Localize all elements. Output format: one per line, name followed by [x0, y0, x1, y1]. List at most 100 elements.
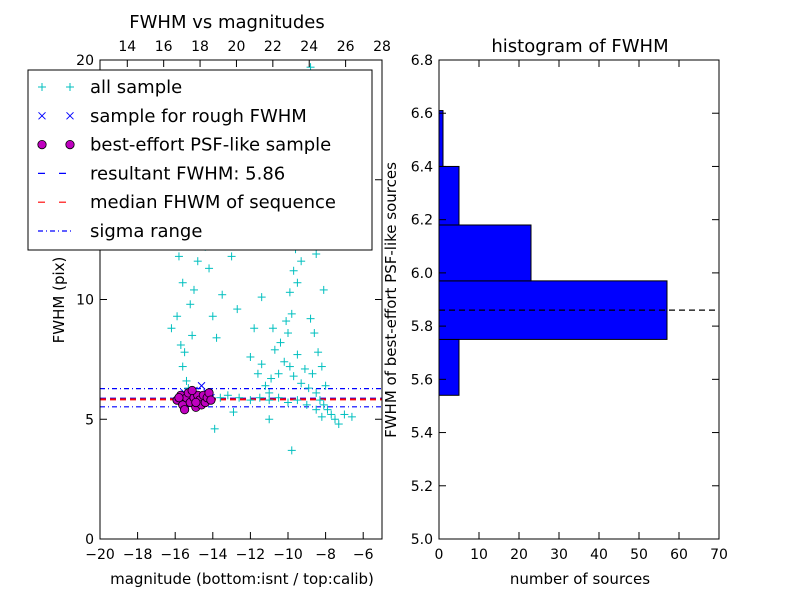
x-tick-label-7: −6 — [353, 547, 374, 563]
legend-label-2: best-effort PSF-like sample — [90, 135, 331, 156]
point-s0-94 — [302, 400, 311, 409]
reference-lines — [100, 387, 382, 408]
point-s0-64 — [300, 364, 309, 373]
point-s0-65 — [304, 384, 313, 393]
point-s0-24 — [233, 305, 242, 314]
point-s0-107 — [178, 278, 187, 287]
legend-label-5: sigma range — [90, 221, 202, 242]
y-tick-label-0: 0 — [85, 532, 94, 548]
point-s0-86 — [223, 391, 232, 400]
legend-entry-4: median FHWM of sequence — [38, 192, 336, 213]
hist-y-tick-label-0: 5.0 — [411, 532, 433, 548]
point-s0-83 — [265, 415, 274, 424]
x-tick-label-3: −14 — [198, 547, 228, 563]
top-x-tick-label-5: 24 — [300, 39, 318, 55]
legend-entry-1: sample for rough FWHM — [38, 106, 307, 127]
point-s0-46 — [297, 257, 306, 266]
point-s0-63 — [297, 379, 306, 388]
point-s0-85 — [216, 393, 225, 402]
point-s0-96 — [210, 424, 219, 433]
point-s0-73 — [334, 420, 343, 429]
point-s0-5 — [182, 376, 191, 385]
hist-x-tick-label-7: 70 — [710, 547, 728, 563]
point-s0-9 — [190, 285, 198, 294]
point-s0-37 — [280, 357, 289, 366]
scatter-title: FWHM vs magnitudes — [129, 12, 324, 33]
hist-y-tick-label-3: 5.6 — [411, 372, 433, 388]
point-s0-103 — [257, 293, 266, 302]
point-s0-29 — [253, 369, 262, 378]
histogram-bar-0 — [439, 338, 460, 396]
legend-label-3: resultant FWHM: 5.86 — [90, 163, 285, 184]
point-s0-28 — [250, 324, 259, 333]
point-s0-76 — [314, 348, 323, 357]
top-x-tick-label-4: 22 — [264, 39, 282, 55]
point-s0-10 — [174, 252, 183, 261]
legend-label-4: median FHWM of sequence — [90, 192, 336, 213]
legend-entry-3: resultant FWHM: 5.86 — [38, 163, 285, 184]
point-s0-80 — [340, 410, 349, 419]
top-x-tick-label-2: 18 — [191, 39, 209, 55]
top-x-tick-label-3: 20 — [228, 39, 246, 55]
hist-x-tick-label-1: 10 — [470, 547, 488, 563]
point-s0-104 — [268, 324, 277, 333]
point-s0-69 — [319, 400, 328, 409]
point-s0-38 — [282, 317, 291, 326]
x-tick-label-1: −18 — [123, 547, 153, 563]
hist-y-tick-label-4: 5.8 — [411, 319, 433, 335]
top-x-tick-label-1: 16 — [155, 39, 173, 55]
point-s0-79 — [317, 412, 326, 421]
point-s0-42 — [289, 266, 298, 275]
point-s0-71 — [327, 410, 336, 419]
point-s0-74 — [321, 381, 330, 390]
legend-entry-2: best-effort PSF-like sample — [37, 135, 331, 156]
x-tick-label-0: −20 — [85, 547, 115, 563]
top-x-tick-label-6: 26 — [337, 39, 355, 55]
point-s0-15 — [205, 264, 214, 273]
point-s0-61 — [289, 372, 298, 381]
histogram-x-axis-ticks: 0 10 20 30 40 50 60 70 — [435, 60, 728, 563]
x-tick-label-2: −16 — [160, 547, 190, 563]
point-s2-18 — [191, 397, 201, 408]
point-s0-0 — [167, 324, 176, 333]
x-tick-label-6: −8 — [315, 547, 336, 563]
top-x-axis-ticks: 14 16 18 20 22 24 26 28 — [118, 39, 391, 67]
y-tick-label-4: 20 — [76, 53, 94, 69]
scatter-x-label: magnitude (bottom:isnt / top:calib) — [110, 570, 374, 588]
point-s0-68 — [315, 396, 324, 405]
point-s0-27 — [246, 352, 255, 361]
histogram-chart: 0 10 20 30 40 50 60 70 5.0 5.2 5.4 5.6 5.8 6.0 6.2 6.4… — [382, 36, 728, 588]
legend-label-1: sample for rough FWHM — [90, 106, 307, 127]
point-s0-35 — [274, 369, 283, 378]
point-s0-8 — [188, 331, 197, 340]
point-s0-62 — [293, 350, 302, 359]
point-s0-93 — [293, 396, 302, 405]
legend-entry-0: all sample — [38, 77, 182, 98]
point-s0-78 — [306, 314, 315, 323]
legend-box — [27, 69, 373, 251]
point-s0-87 — [235, 393, 244, 402]
legend: all sample sample for rough FWHM best-effo… — [27, 69, 373, 251]
scatter-points — [163, 63, 356, 455]
point-s0-31 — [261, 381, 270, 390]
point-s0-41 — [287, 309, 296, 318]
hist-x-tick-label-3: 30 — [550, 547, 568, 563]
point-s0-66 — [308, 369, 317, 378]
point-s0-36 — [276, 338, 285, 347]
point-s0-81 — [347, 412, 356, 421]
point-s0-95 — [312, 405, 321, 414]
x-tick-label-5: −10 — [273, 547, 303, 563]
hist-y-tick-label-9: 6.8 — [411, 53, 433, 69]
point-s0-75 — [317, 362, 326, 371]
point-s0-72 — [331, 415, 339, 424]
point-s0-12 — [193, 257, 202, 266]
scatter-chart: −20−18−16−14−12−10−8−6 05101520 14161820… — [27, 12, 391, 588]
hist-y-tick-label-6: 6.2 — [411, 213, 433, 229]
histogram-y-axis-ticks: 5.0 5.2 5.4 5.6 5.8 6.0 6.2 6.4 6.6 6.8 — [411, 53, 719, 548]
top-x-tick-label-7: 28 — [373, 39, 391, 55]
point-s0-54 — [312, 249, 321, 258]
point-s0-23 — [227, 252, 236, 261]
hist-x-tick-label-2: 20 — [510, 547, 528, 563]
point-s0-44 — [293, 278, 302, 287]
point-s0-3 — [178, 362, 187, 371]
